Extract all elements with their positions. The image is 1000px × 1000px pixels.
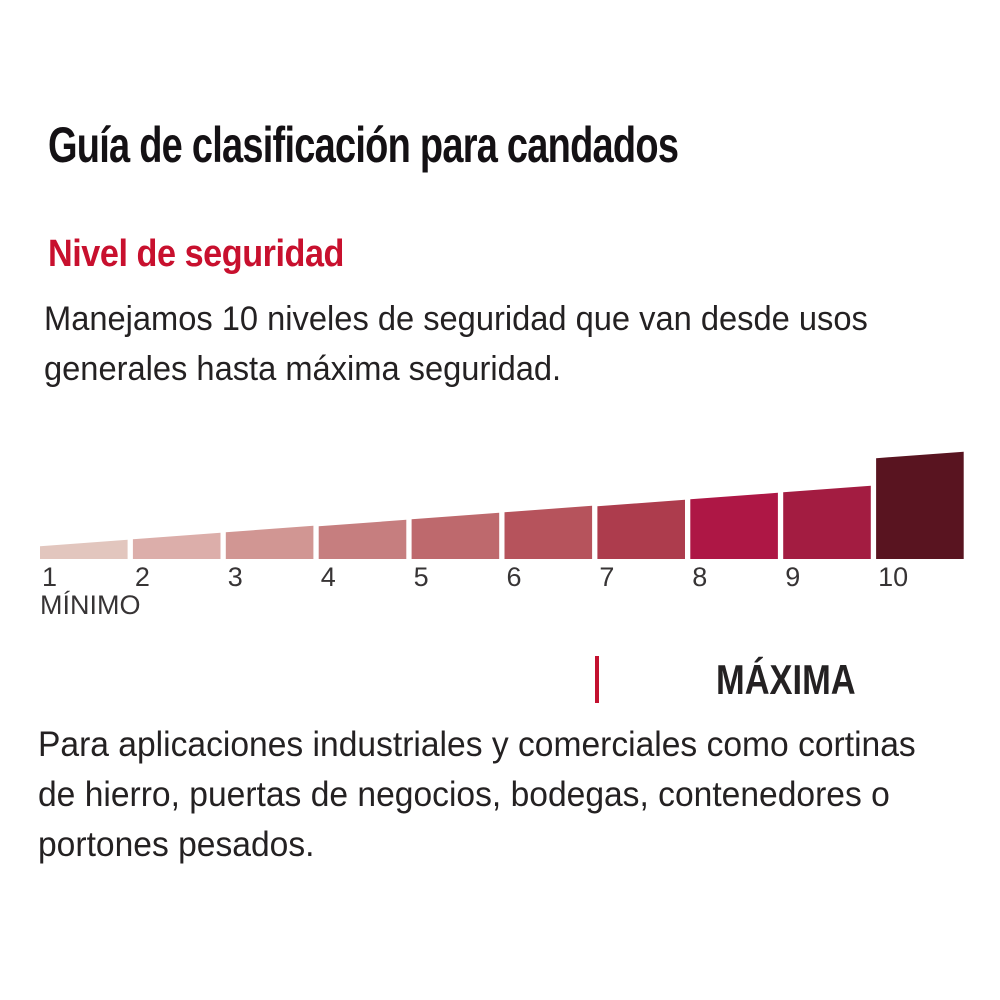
- bar-label-3: 3: [228, 562, 243, 592]
- section-title: Nivel de seguridad: [48, 233, 345, 275]
- security-level-chart-svg: 1 2 3 4 5 6 7 8 9 10 MÍNIMO: [40, 451, 964, 620]
- bar-label-4: 4: [321, 562, 336, 592]
- chart-bar-level-4: [318, 519, 407, 559]
- bar-label-7: 7: [599, 562, 614, 592]
- chart-bar-level-8: [690, 492, 778, 559]
- bar-label-1: 1: [42, 562, 57, 592]
- chart-bar-level-7: [597, 499, 685, 559]
- description-paragraph: Para aplicaciones industriales y comerci…: [38, 720, 916, 870]
- chart-bar-level-5: [411, 512, 500, 559]
- bar-label-9: 9: [785, 562, 800, 592]
- chart-bar-level-9: [783, 485, 871, 559]
- intro-line: generales hasta máxima seguridad.: [44, 350, 562, 388]
- bar-label-5: 5: [414, 562, 429, 592]
- chart-bar-level-6: [504, 505, 593, 559]
- intro-line: Manejamos 10 niveles de seguridad que va…: [44, 300, 868, 338]
- description-line: portones pesados.: [38, 825, 315, 864]
- page-title: Guía de clasificación para candados: [48, 117, 679, 173]
- maxima-tick-mark: [595, 656, 599, 703]
- bar-label-6: 6: [507, 562, 522, 592]
- chart-bar-level-10: [876, 451, 964, 559]
- chart-bar-level-2: [132, 532, 221, 559]
- maxima-label: MÁXIMA: [716, 656, 856, 703]
- minimo-label: MÍNIMO: [40, 590, 141, 620]
- security-level-chart: 1 2 3 4 5 6 7 8 9 10 MÍNIMO: [0, 440, 1000, 625]
- intro-paragraph: Manejamos 10 niveles de seguridad que va…: [44, 294, 868, 394]
- description-line: Para aplicaciones industriales y comerci…: [38, 725, 916, 764]
- chart-bar-level-3: [225, 525, 314, 559]
- bar-label-2: 2: [135, 562, 150, 592]
- chart-bar-level-1: [40, 539, 128, 559]
- bar-label-8: 8: [692, 562, 707, 592]
- description-line: de hierro, puertas de negocios, bodegas,…: [38, 775, 890, 814]
- bar-label-10: 10: [878, 562, 908, 592]
